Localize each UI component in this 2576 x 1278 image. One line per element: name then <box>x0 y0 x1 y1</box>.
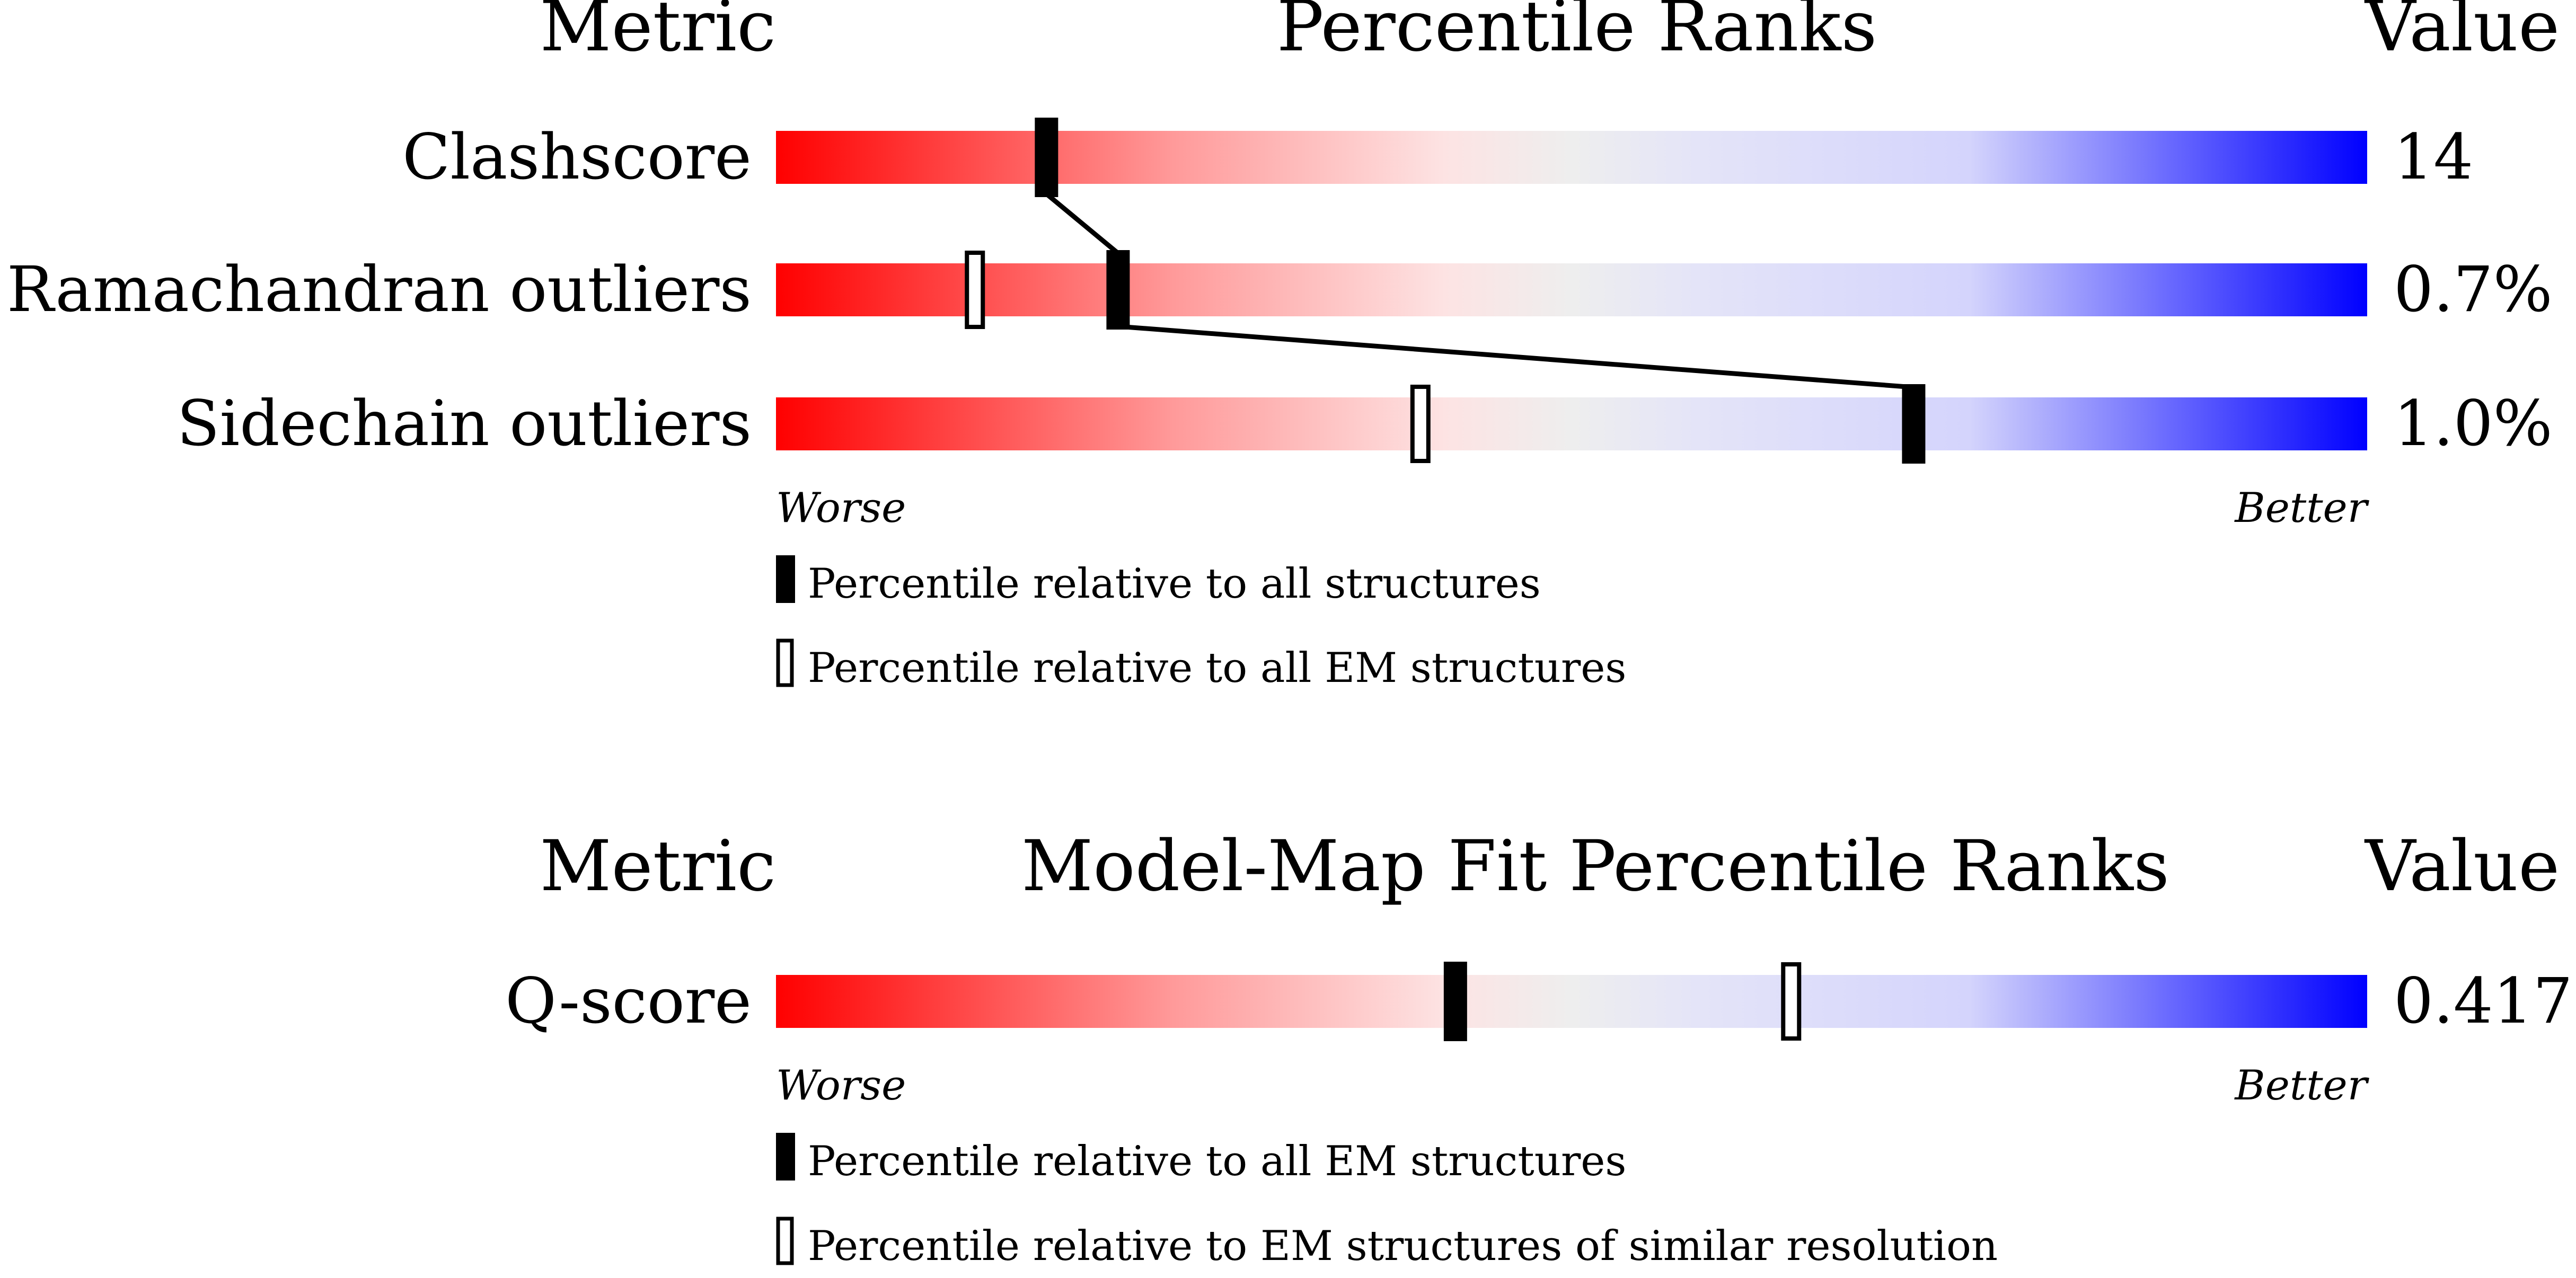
metric-header: Metric <box>540 0 776 67</box>
percentile-bar <box>776 397 2367 450</box>
percentile-marker-all <box>1443 962 1467 1041</box>
metric-value: 0.417 <box>2394 964 2573 1037</box>
markers-layer <box>776 118 1926 1265</box>
legend-text: Percentile relative to all EM structures <box>808 644 1626 692</box>
legend-hollow-marker <box>776 1217 794 1265</box>
metric-label: Ramachandran outliers <box>7 253 752 326</box>
bars-layer <box>776 131 2367 1028</box>
axis-better-label: Better <box>2234 1062 2369 1110</box>
text-layer: Metric Percentile Ranks Value Clashscore 14 R… <box>7 0 2573 1270</box>
axis-better-label: Better <box>2234 484 2369 532</box>
chart-title: Percentile Ranks <box>1277 0 1877 67</box>
connector-line <box>1118 324 1914 390</box>
percentile-bar <box>776 975 2367 1028</box>
percentile-marker-em <box>1410 385 1431 463</box>
axis-worse-label: Worse <box>776 484 906 532</box>
metric-header: Metric <box>540 826 776 907</box>
legend-filled-marker <box>776 555 795 603</box>
legend-text: Percentile relative to EM structures of … <box>808 1222 1998 1270</box>
metric-value: 14 <box>2394 120 2473 193</box>
axis-worse-label: Worse <box>776 1062 906 1110</box>
percentile-marker-all <box>1035 118 1058 197</box>
chart-title: Model-Map Fit Percentile Ranks <box>1021 826 2169 907</box>
legend-text: Percentile relative to all EM structures <box>808 1138 1626 1185</box>
percentile-marker-all <box>1106 250 1130 330</box>
percentile-bar <box>776 131 2367 184</box>
connector-line <box>1045 192 1120 255</box>
metric-label: Clashscore <box>402 120 752 193</box>
connector-lines-layer <box>1045 192 1914 390</box>
legend-text: Percentile relative to all structures <box>808 560 1541 608</box>
percentile-marker-em <box>965 251 985 329</box>
value-header: Value <box>2364 826 2560 907</box>
value-header: Value <box>2364 0 2560 67</box>
legend-hollow-marker <box>776 638 794 687</box>
percentile-bar <box>776 263 2367 316</box>
metric-label: Q-score <box>505 964 752 1037</box>
legend-filled-marker <box>776 1133 795 1181</box>
metric-value: 0.7% <box>2394 253 2553 326</box>
percentile-marker-all <box>1902 384 1926 464</box>
metric-value: 1.0% <box>2394 387 2553 460</box>
metric-label: Sidechain outliers <box>177 387 752 460</box>
percentile-marker-em <box>1781 962 1802 1041</box>
